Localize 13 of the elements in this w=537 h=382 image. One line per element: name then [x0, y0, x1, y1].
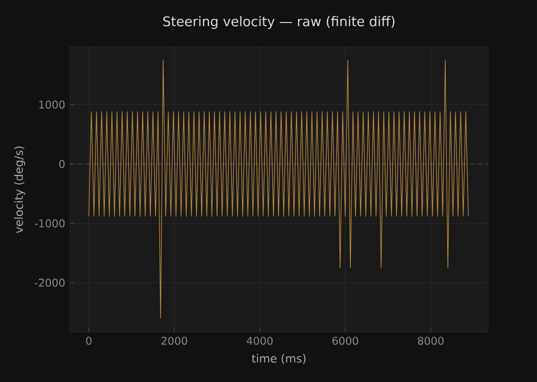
line-series — [88, 60, 469, 319]
y-tick-label: -1000 — [34, 219, 65, 228]
x-tick-label: 0 — [86, 336, 92, 345]
x-tick-label: 2000 — [161, 336, 188, 345]
chart-title: Steering velocity — raw (finite diff) — [163, 16, 394, 29]
x-axis-title: time (ms) — [252, 354, 306, 364]
y-tick-label: 1000 — [39, 100, 65, 109]
x-tick-label: 8000 — [418, 336, 444, 345]
y-axis-title: velocity (deg/s) — [14, 146, 26, 234]
x-tick-label: 4000 — [246, 336, 273, 345]
x-tick-label: 6000 — [332, 336, 358, 345]
y-tick-label: -2000 — [34, 278, 65, 287]
y-tick-label: 0 — [59, 160, 65, 168]
